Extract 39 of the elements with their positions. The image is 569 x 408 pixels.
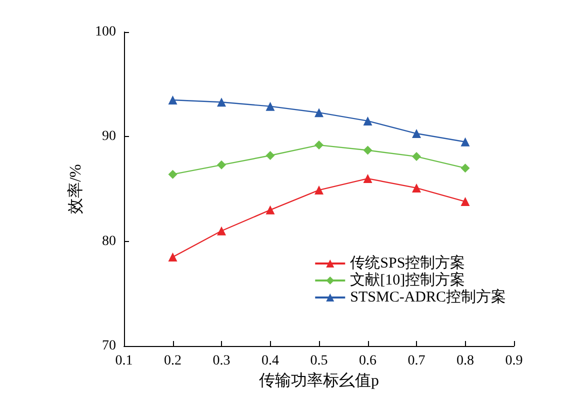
point — [266, 102, 275, 111]
point — [217, 226, 226, 236]
point — [460, 197, 470, 206]
point — [314, 108, 324, 118]
y-tick-label: 80 — [102, 234, 116, 249]
x-tick-label: 0.3 — [212, 354, 230, 368]
point — [363, 146, 372, 155]
point — [168, 170, 178, 179]
y-tick-label: 90 — [102, 129, 116, 144]
point — [217, 98, 226, 107]
x-tick-label: 0.6 — [359, 354, 376, 368]
point — [412, 183, 421, 192]
point — [412, 152, 421, 162]
x-tick-label: 0.7 — [408, 354, 426, 368]
point — [460, 137, 470, 146]
point — [460, 164, 470, 173]
point — [363, 174, 372, 184]
point — [412, 129, 421, 138]
legend-label: STSMC-ADRC控制方案 — [350, 288, 506, 306]
point — [314, 140, 324, 150]
y-tick-label: 70 — [102, 338, 116, 354]
point — [217, 160, 226, 170]
point — [266, 151, 275, 160]
x-tick-label: 0.2 — [164, 354, 182, 368]
x-tick-label: 0.8 — [456, 354, 474, 368]
x-tick-label: 0.5 — [310, 354, 328, 368]
point — [168, 252, 178, 262]
x-tick-label: 0.1 — [115, 354, 133, 368]
x-axis-title: 传输功率标幺值p — [259, 371, 379, 390]
y-tick-label: 100 — [95, 24, 116, 40]
point — [168, 96, 178, 105]
point — [266, 205, 275, 214]
x-tick-label: 0.9 — [505, 354, 523, 368]
y-axis-title: 效率/% — [66, 164, 84, 214]
legend-label: 文献[10]控制方案 — [350, 272, 466, 288]
point — [363, 116, 372, 126]
point — [314, 186, 324, 195]
x-tick-label: 0.4 — [262, 354, 279, 368]
legend-label: 传统SPS控制方案 — [350, 254, 466, 272]
